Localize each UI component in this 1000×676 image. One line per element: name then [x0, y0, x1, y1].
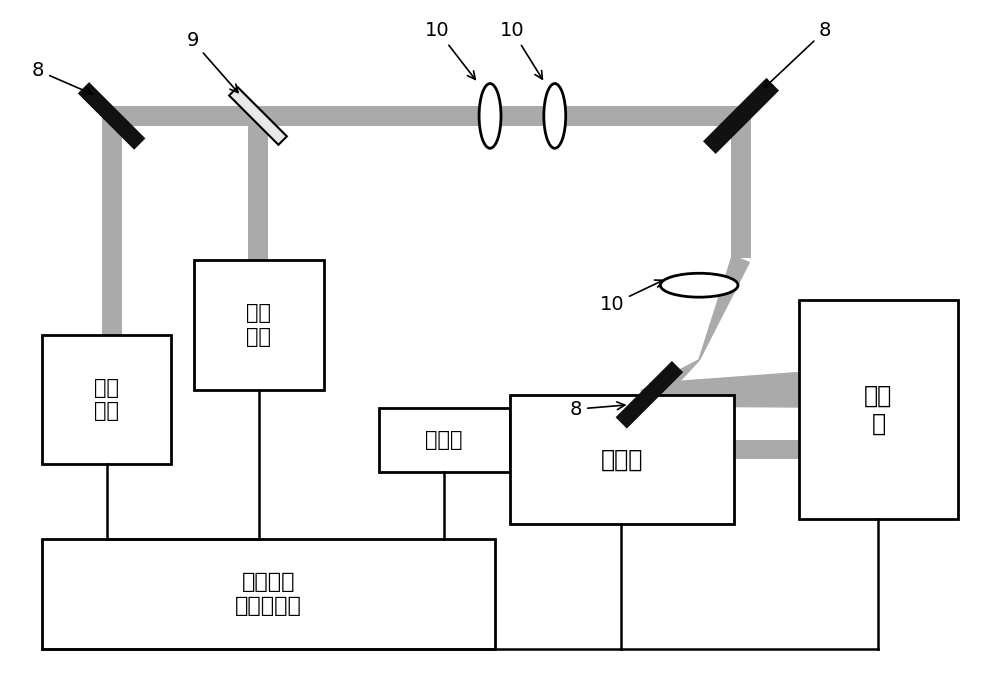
Bar: [42, 335, 171, 464]
Polygon shape: [649, 372, 799, 408]
Text: 激活
光源: 激活 光源: [246, 304, 271, 347]
Text: 10: 10: [500, 21, 542, 79]
Text: 分光镜: 分光镜: [601, 448, 643, 471]
Polygon shape: [703, 78, 779, 154]
Bar: [510, 439, 590, 460]
Text: 8: 8: [32, 61, 92, 95]
Text: 10: 10: [425, 21, 475, 79]
Text: 激发
光源: 激发 光源: [94, 378, 119, 421]
Polygon shape: [698, 255, 750, 360]
Bar: [194, 260, 324, 390]
Polygon shape: [78, 82, 145, 149]
Bar: [799, 300, 958, 519]
Bar: [102, 116, 122, 395]
Text: 9: 9: [186, 31, 238, 93]
Polygon shape: [229, 87, 287, 145]
Text: 8: 8: [764, 21, 831, 88]
Text: 检测器: 检测器: [425, 430, 463, 450]
Text: 10: 10: [600, 280, 663, 314]
Polygon shape: [640, 359, 700, 409]
Ellipse shape: [660, 273, 738, 297]
Polygon shape: [616, 361, 683, 429]
Bar: [379, 408, 510, 473]
Bar: [110, 106, 741, 126]
Bar: [510, 395, 734, 524]
Bar: [248, 116, 268, 335]
Text: 显微
镜: 显微 镜: [864, 384, 893, 435]
Ellipse shape: [479, 84, 501, 148]
Text: 8: 8: [570, 400, 625, 418]
Text: 电脑控制
与信号采集: 电脑控制 与信号采集: [235, 573, 302, 616]
Ellipse shape: [544, 84, 566, 148]
Bar: [734, 439, 799, 460]
Bar: [731, 116, 751, 258]
Bar: [42, 539, 495, 649]
